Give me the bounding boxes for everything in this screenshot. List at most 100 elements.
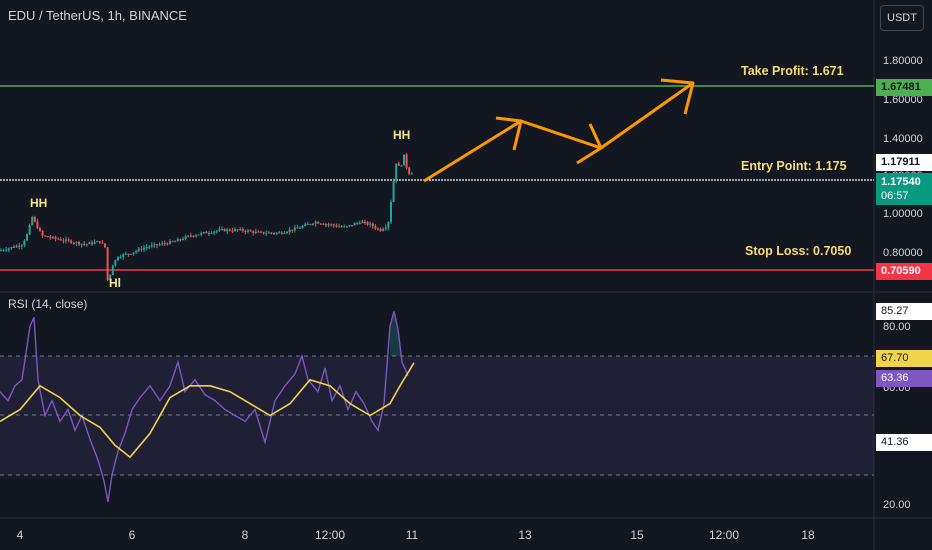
candle-body bbox=[46, 236, 49, 238]
candle-body bbox=[249, 230, 252, 232]
candle-body bbox=[273, 232, 275, 234]
rsi-line[interactable] bbox=[0, 311, 409, 502]
candle-body bbox=[202, 232, 205, 234]
candle-body bbox=[236, 229, 239, 231]
candle-body bbox=[192, 235, 195, 237]
candle-body bbox=[234, 229, 236, 231]
candle-body bbox=[345, 226, 348, 228]
candle-body bbox=[408, 167, 411, 174]
candle-body bbox=[39, 228, 41, 231]
candle-body bbox=[119, 256, 122, 258]
candle-body bbox=[306, 224, 309, 226]
candle-body bbox=[91, 242, 93, 244]
candle-body bbox=[28, 224, 31, 235]
candle-body bbox=[104, 243, 106, 248]
candle-body bbox=[221, 228, 223, 230]
candle-body bbox=[371, 223, 374, 227]
candle-body bbox=[288, 229, 291, 233]
candle-body bbox=[156, 244, 158, 246]
candle-body bbox=[72, 242, 75, 244]
bar-countdown: 06:57 bbox=[881, 190, 909, 202]
candle-body bbox=[31, 216, 34, 225]
candle-body bbox=[7, 248, 10, 250]
candle-body bbox=[176, 239, 179, 242]
candle-body bbox=[348, 225, 351, 227]
projection-arrowhead-3 bbox=[660, 78, 695, 115]
candle-body bbox=[265, 233, 268, 235]
candle-body bbox=[226, 229, 229, 232]
candle-body bbox=[270, 232, 273, 234]
candle-body bbox=[137, 248, 140, 251]
candle-body bbox=[278, 232, 281, 234]
candle-body bbox=[117, 257, 119, 260]
candle-body bbox=[410, 173, 413, 175]
price-tick-1: 1.80000 bbox=[883, 55, 923, 67]
rsi-ma-line[interactable] bbox=[0, 362, 415, 459]
rsi-title: RSI (14, close) bbox=[8, 297, 88, 311]
candle-body bbox=[366, 222, 369, 225]
candle-body bbox=[395, 163, 398, 182]
time-tick-1: 4 bbox=[16, 528, 24, 542]
candle-body bbox=[379, 228, 382, 231]
candle-body bbox=[15, 245, 18, 248]
time-tick-6: 13 bbox=[518, 528, 532, 542]
candle-body bbox=[140, 248, 143, 250]
candle-body bbox=[57, 238, 60, 240]
rsi-ma-tag: 67.70 bbox=[876, 350, 932, 367]
candle-body bbox=[340, 226, 343, 228]
candle-body bbox=[293, 227, 296, 231]
currency-button[interactable]: USDT bbox=[880, 5, 924, 31]
candle-body bbox=[291, 229, 294, 231]
rsi-lower-tag: 41.36 bbox=[876, 434, 932, 451]
candles-group bbox=[0, 152, 413, 283]
rsi-value-tag: 63.36 bbox=[876, 370, 932, 387]
candle-body bbox=[325, 224, 327, 226]
candle-body bbox=[400, 165, 403, 167]
candle-body bbox=[382, 228, 385, 231]
projection-arrowhead-1 bbox=[495, 116, 523, 151]
candle-body bbox=[169, 241, 171, 245]
time-tick-4: 12:00 bbox=[314, 528, 346, 542]
candle-body bbox=[330, 224, 333, 226]
candle-body bbox=[101, 242, 104, 244]
candle-body bbox=[280, 232, 283, 234]
candle-body bbox=[335, 225, 338, 227]
projection-arrowhead-2 bbox=[576, 123, 603, 165]
candle-body bbox=[213, 231, 216, 233]
candle-body bbox=[319, 223, 322, 225]
rsi-overbought-fill bbox=[390, 311, 402, 356]
candle-body bbox=[390, 201, 392, 223]
candle-body bbox=[247, 230, 249, 232]
candle-body bbox=[124, 253, 127, 255]
candle-body bbox=[130, 253, 132, 255]
candle-body bbox=[309, 224, 312, 226]
candle-body bbox=[322, 223, 325, 225]
candle-body bbox=[296, 227, 299, 229]
time-tick-3: 8 bbox=[241, 528, 249, 542]
stop-loss-price-tag: 0.70590 bbox=[876, 263, 932, 280]
candle-body bbox=[111, 265, 114, 276]
candle-body bbox=[182, 239, 184, 241]
candle-body bbox=[314, 221, 317, 224]
candle-body bbox=[358, 222, 361, 224]
candle-body bbox=[312, 223, 314, 225]
candle-body bbox=[364, 222, 366, 224]
time-tick-5: 11 bbox=[405, 528, 419, 542]
candle-body bbox=[106, 247, 109, 281]
candle-body bbox=[83, 243, 86, 245]
candle-body bbox=[218, 229, 221, 231]
current-price-tag: 1.17540 06:57 bbox=[876, 173, 932, 205]
candle-body bbox=[166, 243, 169, 245]
projection-arrow-path[interactable] bbox=[423, 81, 694, 183]
candle-body bbox=[62, 240, 65, 242]
candle-body bbox=[257, 231, 260, 233]
candle-body bbox=[205, 232, 208, 234]
candle-body bbox=[59, 239, 62, 241]
candle-body bbox=[153, 244, 156, 246]
candle-body bbox=[286, 232, 288, 234]
candle-body bbox=[356, 222, 359, 224]
candle-body bbox=[189, 235, 192, 237]
take-profit-label: Take Profit: 1.671 bbox=[741, 64, 844, 78]
candle-body bbox=[148, 246, 151, 248]
